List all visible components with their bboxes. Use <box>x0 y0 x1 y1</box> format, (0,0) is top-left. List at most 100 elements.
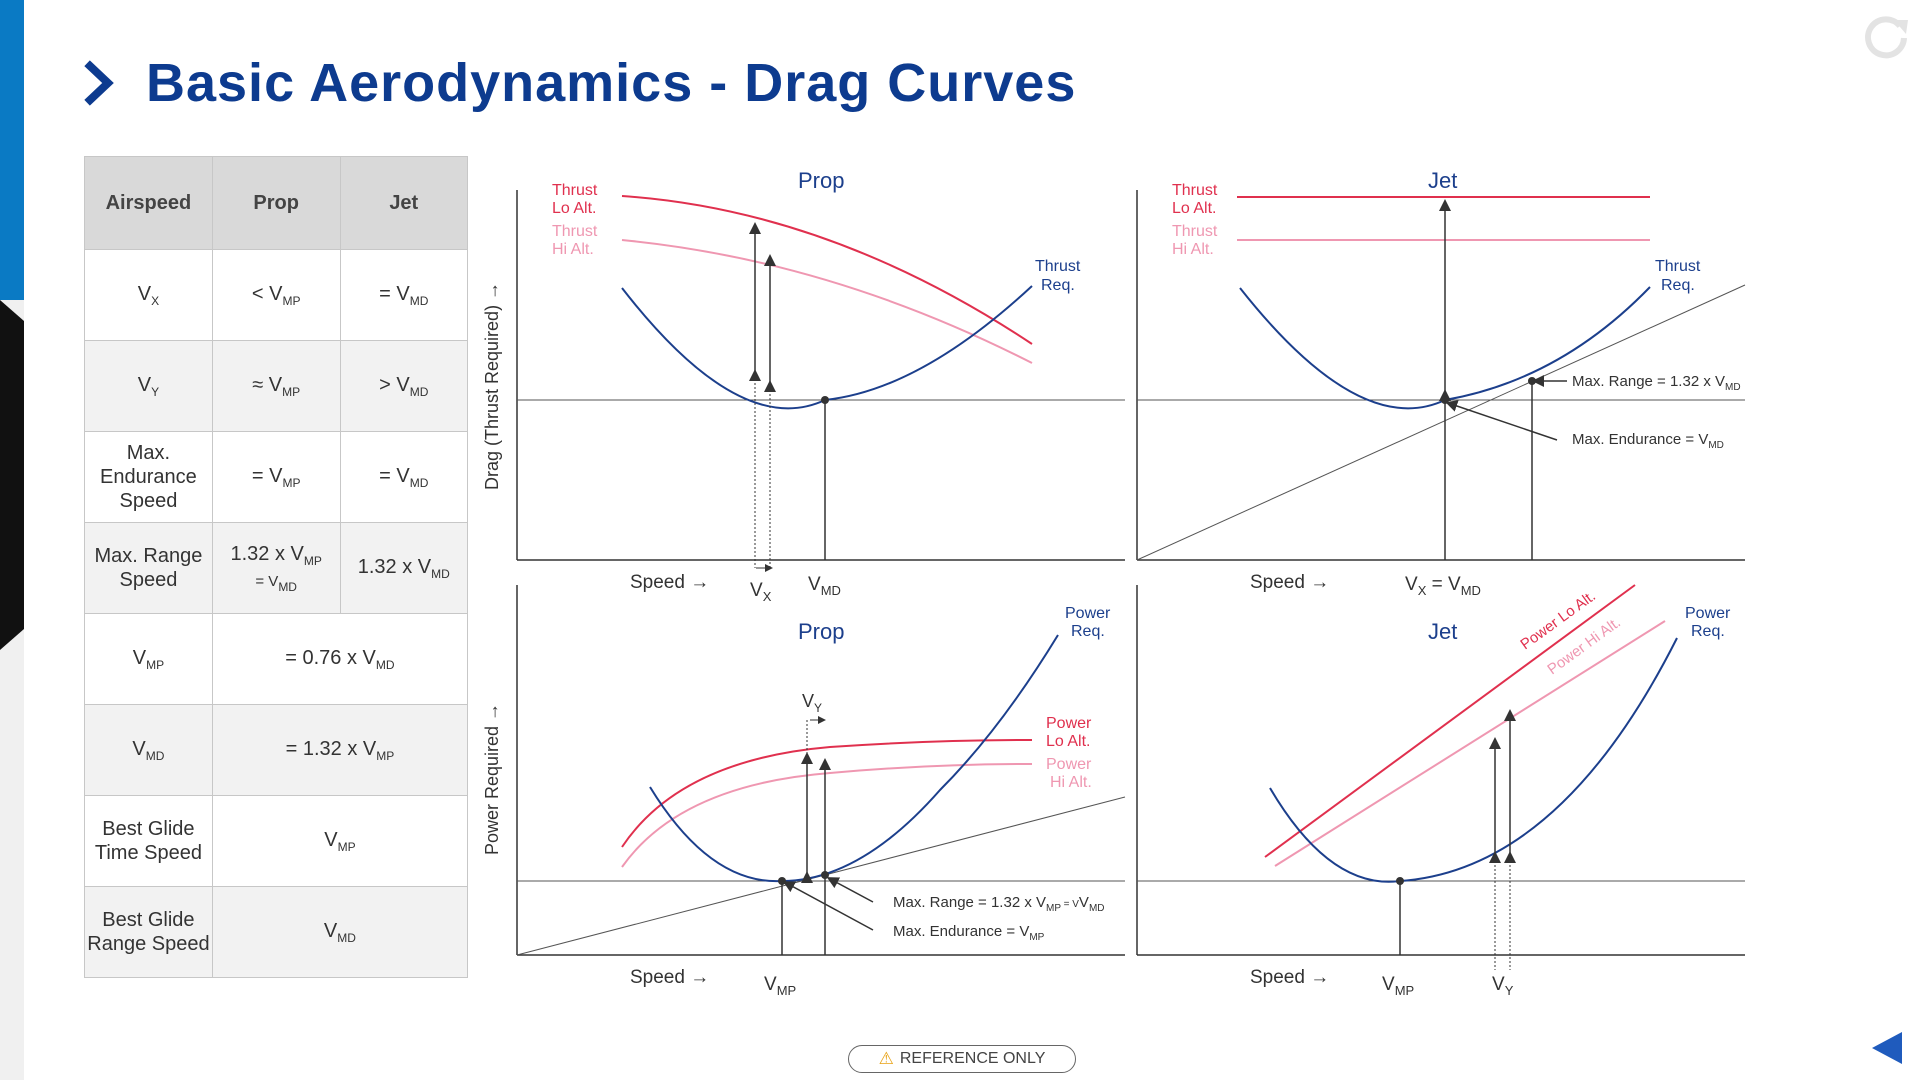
power-lo-label-1: Power <box>1046 715 1092 732</box>
power-lo-label-2: Lo Alt. <box>1046 733 1090 750</box>
table-row: VMP = 0.76 x VMD <box>84 613 469 705</box>
max-range-label: Max. Range = 1.32 x VMD <box>1572 373 1741 393</box>
thrust-hi-label-1: Thrust <box>552 223 598 240</box>
chart-title: Prop <box>798 619 844 644</box>
power-hi-line <box>1274 620 1666 867</box>
row-label: VMD <box>84 704 213 796</box>
prop-cell: < VMP <box>211 249 341 341</box>
max-range-pointer <box>826 877 874 903</box>
power-req-curve <box>649 634 1059 883</box>
max-endurance-pointer <box>782 881 874 931</box>
vmd-point <box>1441 396 1449 404</box>
warning-triangle-icon: ⚠ <box>878 1049 894 1068</box>
page-title: Basic Aerodynamics - Drag Curves <box>146 53 1077 113</box>
jet-cell: 1.32 x VMD <box>339 522 469 614</box>
thrust-hi-label-1: Thrust <box>1172 223 1218 240</box>
thrust-lo-label-1: Thrust <box>552 182 598 199</box>
merged-cell: = 1.32 x VMP <box>211 704 469 796</box>
vmp-point <box>778 877 786 885</box>
table-row: VX < VMP = VMD <box>84 249 469 341</box>
row-label: Max. Range Speed <box>84 522 213 614</box>
row-label: Best Glide Range Speed <box>84 886 213 978</box>
jet-power-chart: Jet Power Req. Power Lo Alt. Power Hi Al… <box>1136 584 1745 998</box>
chart-title: Jet <box>1428 168 1457 193</box>
table-row: VMD = 1.32 x VMP <box>84 704 469 796</box>
col-header-airspeed: Airspeed <box>84 156 213 250</box>
thrust-lo-curve <box>621 195 1033 345</box>
tangent-line <box>1136 284 1746 561</box>
thrust-req-label-1: Thrust <box>1035 258 1081 275</box>
thrust-req-label-2: Req. <box>1661 277 1695 294</box>
thrust-lo-label-1: Thrust <box>1172 182 1218 199</box>
power-hi-label-2: Hi Alt. <box>1050 774 1092 791</box>
refresh-icon[interactable] <box>1860 12 1912 64</box>
vx-label: VX <box>750 580 772 604</box>
drag-curves-diagram: Prop Thrust Lo Alt. Thrust Hi Alt. Thrus… <box>482 168 1746 998</box>
left-decor-black <box>0 300 24 650</box>
power-hi-curve <box>621 763 1033 868</box>
max-range-point <box>1528 377 1536 385</box>
jet-cell: = VMD <box>339 431 469 523</box>
jet-cell: = VMD <box>339 249 469 341</box>
chevron-right-icon <box>84 60 114 106</box>
prop-drag-chart: Prop Thrust Lo Alt. Thrust Hi Alt. Thrus… <box>482 168 1125 604</box>
power-req-curve <box>1269 637 1678 883</box>
max-range-label: Max. Range = 1.32 x VMP = VVMD <box>893 894 1105 914</box>
reference-label: REFERENCE ONLY <box>899 1050 1046 1067</box>
vy-label: VY <box>1492 974 1514 998</box>
row-label: Best Glide Time Speed <box>84 795 213 887</box>
previous-slide-button[interactable] <box>1868 1030 1904 1066</box>
max-endurance-label: Max. Endurance = VMD <box>1572 431 1724 451</box>
power-req-label-2: Req. <box>1691 623 1725 640</box>
table-row: Max. Range Speed 1.32 x VMP = VMD 1.32 x … <box>84 522 469 614</box>
power-lo-line <box>1264 584 1636 858</box>
power-y-axis-label: Power Required → <box>482 703 502 855</box>
chart-title: Prop <box>798 168 844 193</box>
power-lo-curve <box>621 739 1033 848</box>
speed-label: Speed → <box>630 572 709 593</box>
chart-title: Jet <box>1428 619 1457 644</box>
table-row: Max. Endurance Speed = VMP = VMD <box>84 431 469 523</box>
vmd-label: VMD <box>808 574 841 598</box>
vmp-label: VMP <box>764 974 796 998</box>
speed-label: Speed → <box>630 967 709 988</box>
max-endurance-label: Max. Endurance = VMP <box>893 923 1045 943</box>
row-label: Max. Endurance Speed <box>84 431 213 523</box>
thrust-lo-label-2: Lo Alt. <box>1172 200 1216 217</box>
vx-vmd-label: VX = VMD <box>1405 574 1481 598</box>
prop-cell: 1.32 x VMP = VMD <box>211 522 341 614</box>
reference-only-badge: ⚠ REFERENCE ONLY <box>848 1045 1076 1073</box>
thrust-req-label-2: Req. <box>1041 277 1075 294</box>
merged-cell: = 0.76 x VMD <box>211 613 469 705</box>
row-label: VX <box>84 249 213 341</box>
prop-cell: = VMP <box>211 431 341 523</box>
drag-y-axis-label: Drag (Thrust Required) → <box>482 282 502 490</box>
thrust-req-curve <box>621 285 1033 410</box>
speed-label: Speed → <box>1250 967 1329 988</box>
vmp-point <box>1396 877 1404 885</box>
table-header-row: Airspeed Prop Jet <box>84 156 469 250</box>
table-row: VY ≈ VMP > VMD <box>84 340 469 432</box>
jet-cell: > VMD <box>339 340 469 432</box>
thrust-hi-label-2: Hi Alt. <box>1172 241 1214 258</box>
vmp-label: VMP <box>1382 974 1414 998</box>
power-req-label-2: Req. <box>1071 623 1105 640</box>
prop-power-chart: Prop Power Req. Power Lo Alt. Power Hi A… <box>482 585 1126 998</box>
speed-label: Speed → <box>1250 572 1329 593</box>
jet-drag-chart: Jet Thrust Lo Alt. Thrust Hi Alt. Thrust… <box>1136 168 1746 598</box>
col-header-prop: Prop <box>211 156 341 250</box>
row-label: VY <box>84 340 213 432</box>
power-req-label-1: Power <box>1685 605 1731 622</box>
col-header-jet: Jet <box>339 156 469 250</box>
thrust-lo-label-2: Lo Alt. <box>552 200 596 217</box>
thrust-hi-label-2: Hi Alt. <box>552 241 594 258</box>
table-row: Best Glide Range Speed VMD <box>84 886 469 978</box>
thrust-req-label-1: Thrust <box>1655 258 1701 275</box>
max-endurance-pointer <box>1445 400 1558 441</box>
vy-label: VY <box>802 691 822 715</box>
max-range-point <box>821 871 829 879</box>
power-req-label-1: Power <box>1065 605 1111 622</box>
thrust-hi-curve <box>621 239 1033 364</box>
power-hi-label-1: Power <box>1046 756 1092 773</box>
table-row: Best Glide Time Speed VMP <box>84 795 469 887</box>
